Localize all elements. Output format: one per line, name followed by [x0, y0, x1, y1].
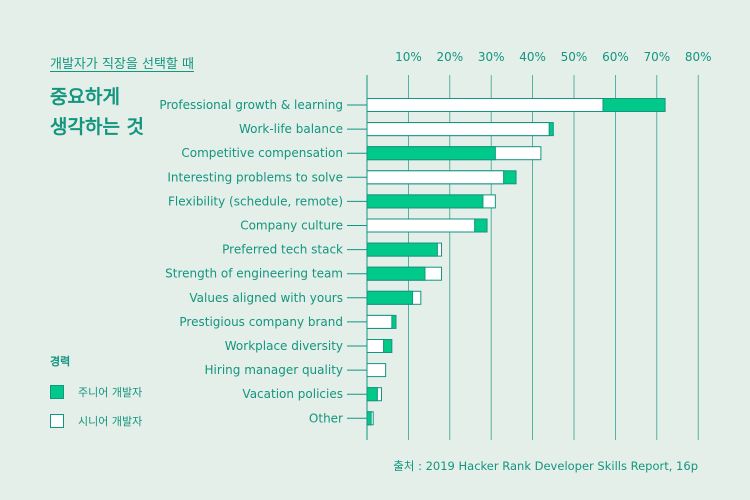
bar-senior	[366, 363, 387, 378]
bar-junior	[366, 387, 378, 402]
x-tick-label: 80%	[685, 50, 712, 64]
category-label: Workplace diversity	[225, 339, 343, 353]
bar-junior	[366, 266, 426, 281]
bar-junior	[366, 242, 438, 257]
bar-junior	[366, 146, 496, 161]
x-tick-label: 20%	[436, 50, 463, 64]
legend-swatch-senior	[50, 414, 64, 428]
x-tick-label: 60%	[602, 50, 629, 64]
legend-swatch-junior	[50, 385, 64, 399]
category-label: Prestigious company brand	[179, 315, 343, 329]
category-label: Other	[309, 411, 343, 425]
chart-headline-line1: 중요하게	[50, 86, 120, 108]
bar-senior	[366, 314, 393, 329]
legend-item-senior: 시니어 개발자	[50, 413, 142, 429]
category-label: Work-life balance	[239, 122, 343, 136]
chart-headline-line2: 생각하는 것	[50, 116, 145, 138]
category-label: Strength of engineering team	[165, 267, 343, 281]
category-label: Interesting problems to solve	[167, 170, 343, 184]
category-label: Professional growth & learning	[159, 98, 343, 112]
category-label: Preferred tech stack	[222, 243, 343, 257]
category-label: Company culture	[240, 219, 343, 233]
category-label: Flexibility (schedule, remote)	[168, 194, 343, 208]
x-tick-label: 10%	[395, 50, 422, 64]
bar-junior	[366, 290, 414, 305]
bar-senior	[366, 170, 505, 185]
category-label: Hiring manager quality	[205, 363, 343, 377]
bar-senior	[366, 122, 550, 137]
x-tick-label: 70%	[643, 50, 670, 64]
bar-senior	[366, 218, 476, 233]
chart-source: 출처 : 2019 Hacker Rank Developer Skills R…	[393, 459, 698, 473]
chart-headline: 중요하게 생각하는 것	[50, 82, 180, 142]
legend-item-junior: 주니어 개발자	[50, 384, 142, 400]
x-tick-label: 40%	[519, 50, 546, 64]
chart-kicker: 개발자가 직장을 선택할 때	[50, 57, 194, 72]
bar-senior	[366, 339, 385, 353]
category-label: Vacation policies	[242, 387, 343, 401]
legend-label-senior: 시니어 개발자	[78, 415, 143, 428]
x-tick-label: 30%	[478, 50, 505, 64]
category-label: Competitive compensation	[181, 146, 343, 160]
legend-label-junior: 주니어 개발자	[78, 386, 143, 399]
legend-title: 경력	[50, 355, 71, 368]
bar-senior	[366, 98, 604, 112]
category-label: Values aligned with yours	[189, 291, 343, 305]
x-tick-label: 50%	[561, 50, 588, 64]
bar-junior	[366, 411, 372, 426]
bar-junior	[366, 194, 484, 209]
